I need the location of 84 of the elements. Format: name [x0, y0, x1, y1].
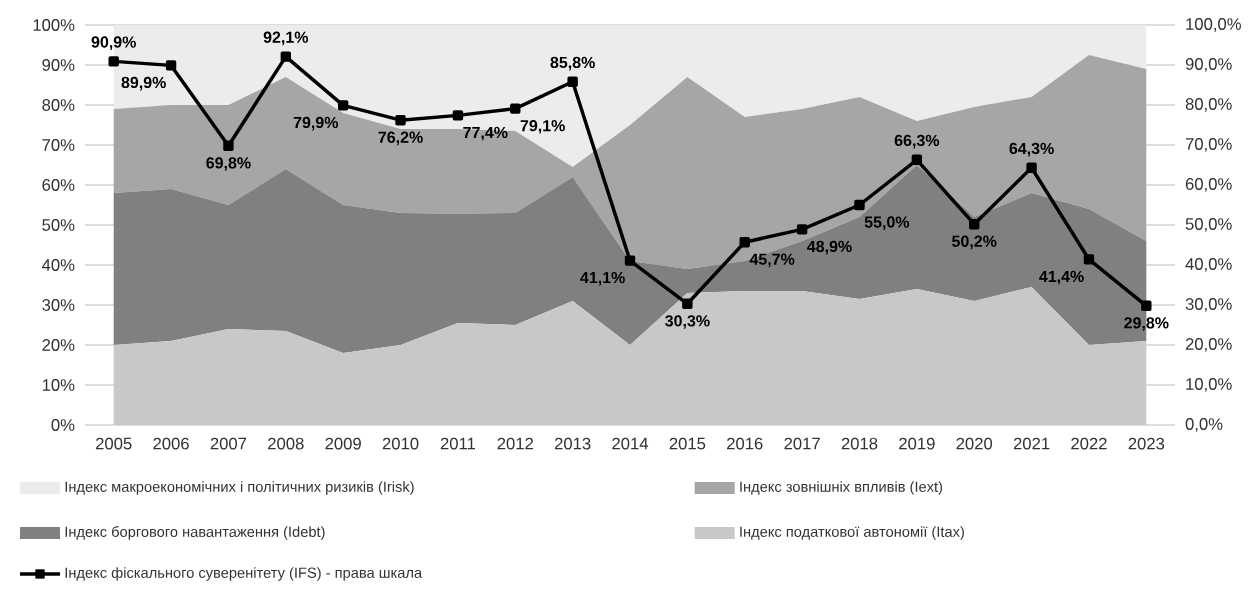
- x-tick-label: 2017: [784, 437, 820, 450]
- legend-label: Індекс податкової автономії (Itax): [740, 526, 964, 540]
- x-tick-label: 2011: [440, 437, 475, 450]
- y2-tick-label: 0,0%: [1185, 418, 1223, 432]
- data-label: 69,8%: [206, 157, 251, 171]
- x-tick-label: 2021: [1013, 437, 1050, 450]
- data-label: 90,9%: [91, 36, 136, 50]
- point: [682, 298, 693, 309]
- y-tick-label: 70%: [42, 139, 75, 151]
- y-tick-label: 30%: [42, 299, 75, 311]
- x-tick-label: 2015: [669, 437, 706, 450]
- y2-tick-label: 50,0%: [1185, 218, 1232, 232]
- data-label: 66,3%: [894, 134, 940, 149]
- y-tick-label: 10%: [42, 379, 75, 391]
- data-label: 76,2%: [378, 131, 423, 146]
- point: [739, 236, 750, 248]
- x-tick-label: 2012: [497, 437, 533, 450]
- x-tick-label: 2016: [727, 437, 763, 450]
- x-tick-label: 2023: [1128, 437, 1165, 450]
- x-tick-label: 2006: [153, 437, 189, 450]
- y-tick-label: 90%: [42, 59, 75, 71]
- x-tick-label: 2018: [841, 437, 878, 450]
- point: [1083, 254, 1095, 265]
- point: [1026, 162, 1037, 173]
- data-label: 55,0%: [864, 216, 910, 230]
- data-label: 64,3%: [1009, 142, 1054, 157]
- x-tick-label: 2010: [382, 437, 419, 450]
- data-label: 41,4%: [1039, 270, 1084, 285]
- x-tick-label: 2009: [325, 437, 361, 450]
- legend-label: Індекс боргового навантаження (Idebt): [65, 526, 325, 540]
- point: [223, 140, 234, 151]
- point: [452, 110, 464, 121]
- y-tick-label: 80%: [42, 99, 75, 111]
- point: [854, 199, 865, 211]
- point: [911, 154, 923, 165]
- data-label: 48,9%: [807, 240, 852, 255]
- y2-tick-label: 70,0%: [1185, 138, 1232, 152]
- data-label: 50,2%: [952, 235, 997, 250]
- data-label: 30,3%: [665, 315, 710, 329]
- point: [624, 255, 636, 266]
- legend-label: Індекс зовнішніх впливів (Iext): [740, 481, 943, 495]
- data-label: 92,1%: [263, 31, 309, 46]
- y-tick-label: 60%: [42, 179, 75, 191]
- data-label: 79,9%: [293, 116, 339, 131]
- point: [395, 114, 406, 126]
- point: [280, 51, 291, 62]
- point: [1141, 300, 1152, 311]
- y2-tick-label: 80,0%: [1185, 98, 1232, 112]
- data-label: 79,1%: [520, 119, 565, 134]
- point: [796, 224, 808, 235]
- point: [969, 218, 980, 230]
- x-tick-label: 2008: [268, 437, 304, 450]
- y-tick-label: 50%: [42, 219, 75, 231]
- x-tick-label: 2014: [612, 437, 649, 450]
- y2-tick-label: 20,0%: [1185, 338, 1232, 352]
- data-label: 45,7%: [749, 253, 795, 268]
- point: [108, 56, 119, 67]
- data-label: 89,9%: [121, 76, 166, 91]
- point: [337, 100, 349, 111]
- y-tick-label: 100%: [33, 19, 75, 31]
- y-tick-label: 20%: [42, 339, 75, 351]
- data-label: 29,8%: [1124, 317, 1169, 331]
- y2-tick-label: 10,0%: [1186, 378, 1232, 392]
- data-label: 77,4%: [463, 126, 508, 141]
- y2-tick-label: 60,0%: [1185, 178, 1232, 192]
- point: [510, 103, 521, 114]
- y2-tick-label: 100,0%: [1186, 18, 1241, 32]
- x-tick-label: 2013: [554, 437, 591, 450]
- y2-tick-label: 90,0%: [1185, 58, 1232, 72]
- data-label: 41,1%: [580, 271, 625, 286]
- x-tick-label: 2007: [210, 437, 247, 450]
- y-tick-label: 0%: [51, 419, 75, 431]
- x-tick-label: 2020: [956, 437, 993, 450]
- legend-label: Індекс макроекономічних і політичних ризиків (Irisk): [65, 481, 414, 495]
- point: [567, 76, 578, 87]
- x-tick-label: 2019: [899, 437, 935, 450]
- x-tick-label: 2005: [95, 437, 132, 450]
- x-tick-label: 2022: [1071, 437, 1107, 450]
- y2-tick-label: 30,0%: [1185, 298, 1232, 312]
- y-tick-label: 40%: [41, 259, 75, 271]
- y2-tick-label: 40,0%: [1185, 258, 1232, 272]
- data-label: 85,8%: [550, 56, 595, 71]
- legend-label: Індекс фіскального суверенітету (IFS) - права шкала: [65, 567, 423, 581]
- point: [165, 60, 177, 71]
